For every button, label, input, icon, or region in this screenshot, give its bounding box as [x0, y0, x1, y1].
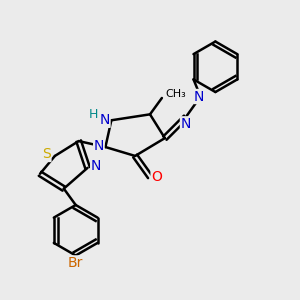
Text: CH₃: CH₃: [165, 88, 186, 98]
Text: N: N: [100, 113, 110, 127]
Text: S: S: [42, 148, 51, 161]
Text: N: N: [91, 159, 101, 173]
Text: O: O: [151, 170, 162, 184]
Text: H: H: [89, 108, 98, 121]
Text: N: N: [194, 89, 204, 103]
Text: N: N: [181, 117, 191, 131]
Text: Br: Br: [68, 256, 83, 270]
Text: N: N: [94, 139, 104, 152]
